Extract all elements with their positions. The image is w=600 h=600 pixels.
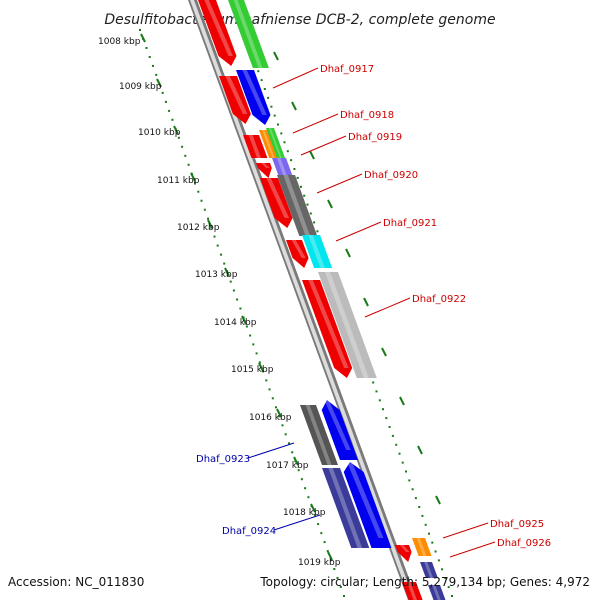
- tick-mark: [224, 267, 230, 277]
- gene-leader-line: [364, 297, 411, 318]
- gene-block: [228, 0, 269, 68]
- tick-label: 1014 kbp: [214, 318, 257, 328]
- gene-leader-line: [247, 442, 295, 459]
- gene-leader-line: [316, 173, 363, 194]
- gene-block: [402, 582, 423, 600]
- tick-label: 1018 kbp: [283, 508, 326, 518]
- tick-mark: [293, 456, 299, 466]
- tick-label: 1008 kbp: [98, 37, 141, 47]
- tick-mark: [363, 297, 369, 307]
- gene-leader-line: [300, 135, 347, 156]
- tick-mark: [140, 33, 146, 43]
- gene-block: [322, 468, 370, 548]
- tick-mark: [309, 150, 315, 160]
- tick-label: 1013 kbp: [195, 270, 238, 280]
- tick-mark: [273, 51, 279, 61]
- tick-mark: [435, 495, 441, 505]
- gene-block: [272, 158, 293, 176]
- gene-block: [318, 272, 377, 378]
- tick-mark: [345, 248, 351, 258]
- gene-leader-line: [449, 541, 496, 558]
- gene-block: [198, 0, 237, 66]
- gene-leader-line: [272, 67, 319, 89]
- left-tick-track: [139, 29, 345, 597]
- gene-label[interactable]: Dhaf_0918: [340, 110, 394, 121]
- gene-label[interactable]: Dhaf_0920: [364, 170, 418, 181]
- gene-leader-line: [292, 113, 339, 134]
- tick-label: 1012 kbp: [177, 223, 220, 233]
- gene-block: [302, 280, 353, 378]
- tick-mark: [291, 101, 297, 111]
- gene-label[interactable]: Dhaf_0919: [348, 132, 402, 143]
- tick-labels: 1008 kbp 1009 kbp 1010 kbp 1011 kbp 1012 kbp…: [98, 37, 341, 568]
- tick-mark: [241, 315, 247, 325]
- tick-mark: [327, 199, 333, 209]
- tick-mark: [310, 503, 316, 513]
- gene-block: [266, 128, 285, 158]
- gene-block: [286, 240, 309, 268]
- tick-mark: [399, 396, 405, 406]
- gene-leader-line: [335, 221, 382, 242]
- gene-block: [277, 175, 318, 236]
- gene-label[interactable]: Dhaf_0923: [196, 454, 250, 465]
- tick-mark: [173, 125, 179, 135]
- accession-text: Accession: NC_011830: [8, 575, 144, 589]
- gene-block: [302, 235, 333, 268]
- gene-block: [343, 462, 392, 548]
- tick-label: 1017 kbp: [266, 461, 309, 471]
- gene-block: [395, 545, 412, 562]
- gene-leader-line: [442, 522, 489, 539]
- gene-label[interactable]: Dhaf_0925: [490, 519, 544, 530]
- tick-mark: [417, 445, 423, 455]
- gene-block: [260, 178, 293, 228]
- tick-label: 1015 kbp: [231, 365, 274, 375]
- gene-label[interactable]: Dhaf_0917: [320, 64, 374, 75]
- gene-labels: Dhaf_0917 Dhaf_0918 Dhaf_0919 Dhaf_0920 Dhaf…: [196, 64, 551, 558]
- gene-block: [420, 562, 438, 578]
- tick-label: 1019 kbp: [298, 558, 341, 568]
- tick-label: 1016 kbp: [249, 413, 292, 423]
- tick-mark: [258, 362, 264, 372]
- gene-block: [321, 400, 358, 460]
- tick-label: 1009 kbp: [119, 82, 162, 92]
- gene-label[interactable]: Dhaf_0922: [412, 294, 466, 305]
- gene-leader-line: [273, 514, 321, 531]
- topology-text: Topology: circular; Length: 5,279,134 bp…: [259, 575, 590, 589]
- tick-mark: [327, 551, 333, 561]
- tick-mark: [276, 408, 282, 418]
- gene-block: [236, 70, 271, 125]
- gene-label[interactable]: Dhaf_0924: [222, 526, 276, 537]
- gene-block: [219, 76, 251, 124]
- tick-mark: [156, 78, 162, 88]
- gene-block: [259, 130, 279, 158]
- tick-mark: [207, 219, 213, 229]
- genome-backbone: [188, 0, 417, 600]
- gene-block: [428, 585, 446, 600]
- map-title: Desulfitobacterium hafniense DCB-2, comp…: [104, 12, 495, 28]
- tick-mark: [381, 347, 387, 357]
- gene-label[interactable]: Dhaf_0921: [383, 218, 437, 229]
- tick-label: 1011 kbp: [157, 176, 200, 186]
- gene-features: [198, 0, 446, 600]
- gene-label[interactable]: Dhaf_0926: [497, 538, 551, 549]
- tick-label: 1010 kbp: [138, 128, 181, 138]
- gene-block: [256, 163, 272, 178]
- gene-block: [300, 405, 338, 465]
- gene-block: [243, 135, 268, 158]
- tick-mark: [190, 172, 196, 182]
- gene-block: [412, 538, 432, 556]
